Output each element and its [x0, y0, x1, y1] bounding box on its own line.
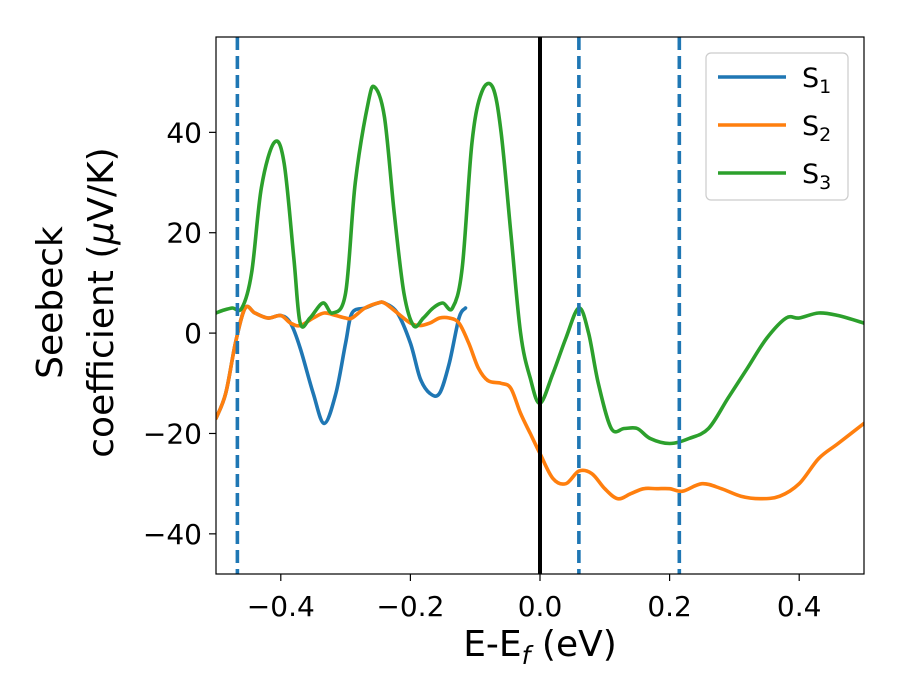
y-axis-title: Seebeck coefficient (μV/K)	[30, 147, 122, 457]
y-tick-label: 0	[184, 317, 202, 350]
x-tick-label: −0.4	[247, 590, 315, 623]
plot-area	[216, 37, 864, 574]
clipped-marks	[216, 37, 864, 574]
legend: S1 S2 S3	[705, 52, 849, 201]
x-tick-label: 0.4	[777, 590, 822, 623]
y-tick-label: −20	[143, 417, 202, 450]
y-axis-title-line2: coefficient (μV/K)	[81, 147, 122, 457]
legend-label-s3: S3	[802, 159, 831, 194]
axes: −0.4 −0.2 0.0 0.2 0.4 −40 −20 0 20 40 E-Ef (eV) See…	[30, 36, 865, 670]
y-tick-label: 40	[166, 116, 202, 149]
y-tick-label: −40	[143, 518, 202, 551]
series-line-s1	[216, 300, 468, 426]
x-tick-label: 0.2	[647, 590, 692, 623]
x-tick-label: −0.2	[376, 590, 444, 623]
series-line-s3	[216, 81, 864, 446]
legend-label-s1: S1	[802, 63, 831, 98]
legend-label-s2: S2	[802, 111, 831, 146]
y-axis-title-line1: Seebeck	[30, 226, 71, 379]
y-tick-label: 20	[166, 217, 202, 250]
x-tick-label: 0.0	[518, 590, 563, 623]
x-axis-title: E-Ef (eV)	[463, 624, 617, 670]
